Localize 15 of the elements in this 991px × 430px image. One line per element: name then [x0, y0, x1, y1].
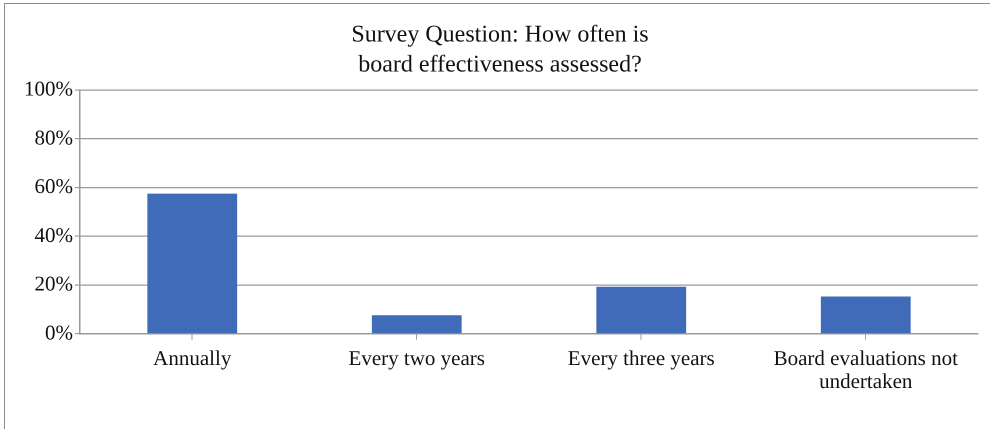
x-tick-label: Every two years — [348, 346, 485, 370]
y-tick-label: 80% — [34, 125, 73, 150]
y-tick-label: 0% — [44, 320, 73, 344]
y-tick-label: 60% — [34, 174, 73, 198]
bar — [372, 315, 462, 334]
x-tick-label: Annually — [153, 346, 232, 370]
y-tick-label: 100% — [24, 76, 73, 101]
y-tick-label: 20% — [34, 272, 73, 296]
bar — [596, 286, 686, 334]
bar — [820, 296, 911, 334]
x-tick-label: Board evaluations not undertaken — [774, 346, 958, 393]
x-tick-label: Every three years — [568, 346, 715, 370]
y-tick-label: 40% — [34, 222, 73, 247]
bar — [147, 194, 238, 334]
chart-title: Survey Question: How often is board effectiveness assessed? — [351, 21, 649, 78]
